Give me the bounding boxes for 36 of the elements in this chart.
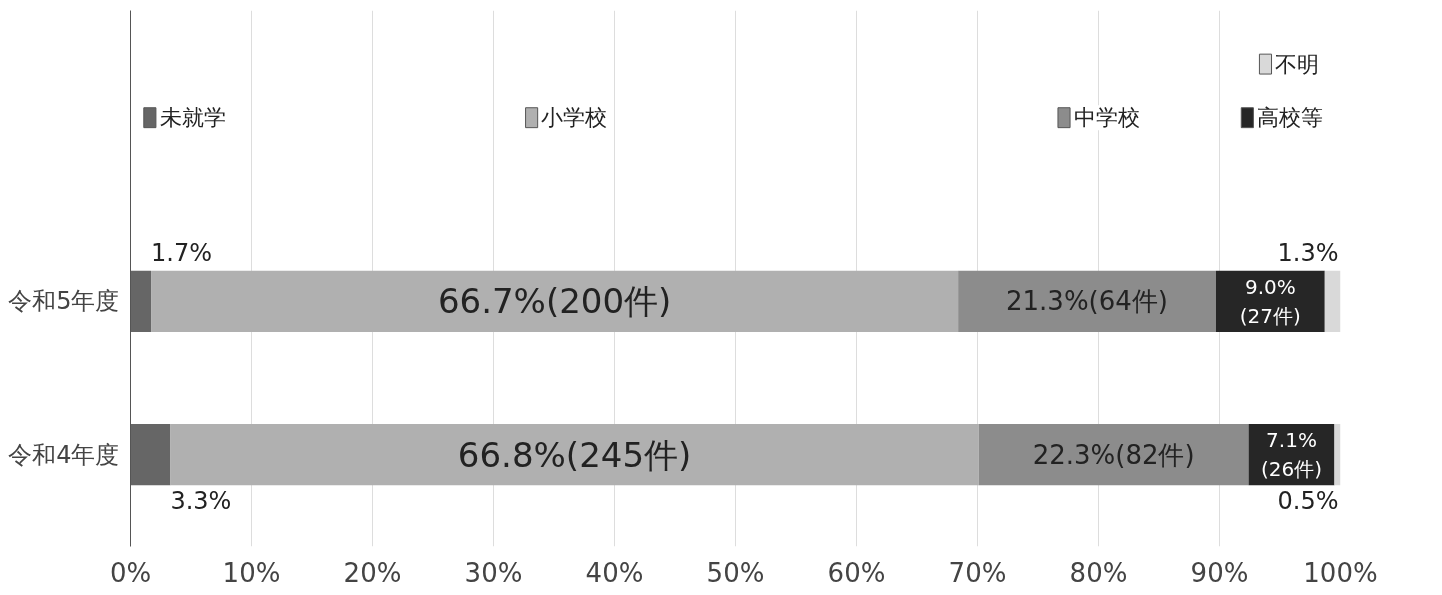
data-label: 66.8%(245件)	[457, 434, 692, 475]
x-tick-label: 40%	[585, 557, 644, 588]
bar	[1324, 270, 1341, 333]
bar	[978, 423, 1249, 486]
legend-label: 未就学	[159, 105, 226, 131]
data-label: 9.0% (27件)	[1239, 275, 1301, 328]
x-tick-label: 50%	[706, 557, 765, 588]
x-tick-label: 70%	[948, 557, 1007, 588]
bar	[170, 423, 979, 486]
x-tick-label: 80%	[1069, 557, 1128, 588]
bar	[1334, 423, 1341, 486]
data-label: 1.7%	[151, 238, 213, 267]
legend-label: 小学校	[541, 105, 608, 131]
data-label: 7.1% (26件)	[1260, 428, 1323, 482]
bar	[130, 423, 171, 486]
x-tick-label: 20%	[343, 557, 402, 588]
legend-label: 中学校	[1073, 105, 1140, 131]
x-tick-label: 10%	[222, 557, 281, 588]
y-tick-label: 令和4年度	[8, 440, 120, 469]
x-tick-label: 60%	[827, 557, 886, 588]
x-tick-label: 90%	[1190, 557, 1249, 588]
bar	[151, 270, 959, 333]
data-label: 22.3%(82件)	[1032, 439, 1195, 470]
x-tick-label: 100%	[1303, 557, 1378, 588]
data-label: 21.3%(64件)	[1006, 286, 1168, 317]
x-tick-label: 0%	[109, 557, 152, 588]
data-label: 66.7%(200件)	[437, 281, 672, 322]
legend-label: 不明	[1275, 51, 1320, 77]
data-label: 3.3%	[170, 487, 232, 516]
x-tick-label: 30%	[464, 557, 523, 588]
data-label: 0.5%	[1277, 487, 1339, 516]
data-label: 1.3%	[1277, 238, 1339, 267]
bar	[958, 270, 1216, 333]
legend-label: 高校等	[1257, 105, 1324, 131]
bar	[130, 270, 152, 333]
y-tick-label: 令和5年度	[8, 287, 120, 316]
